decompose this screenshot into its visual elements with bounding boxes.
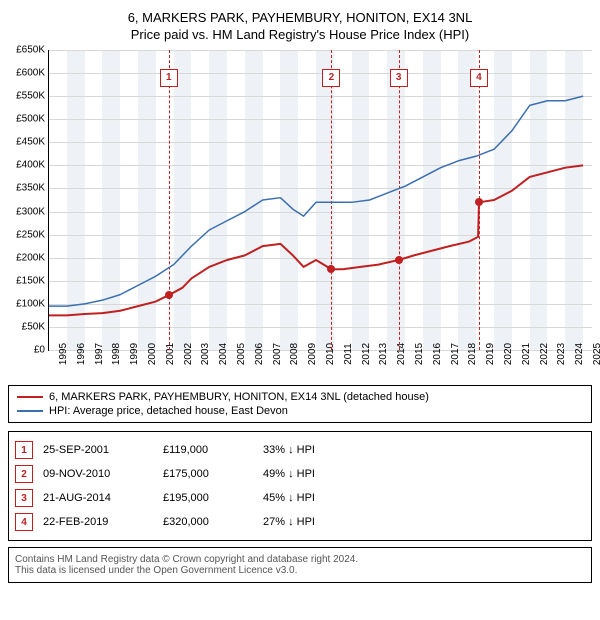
ytick-label: £500K [16,114,45,125]
sale-diff: 27% ↓ HPI [263,516,585,528]
ytick-label: £450K [16,137,45,148]
table-row: 2 09-NOV-2010 £175,000 49% ↓ HPI [15,462,585,486]
page-subtitle: Price paid vs. HM Land Registry's House … [8,27,592,42]
ytick-label: £200K [16,252,45,263]
sale-marker-box: 2 [15,465,33,483]
legend-row: HPI: Average price, detached house, East… [17,404,583,418]
sale-date: 09-NOV-2010 [43,468,153,480]
ytick-label: £350K [16,183,45,194]
sale-diff: 45% ↓ HPI [263,492,585,504]
sales-table: 1 25-SEP-2001 £119,000 33% ↓ HPI 2 09-NOV-201… [8,431,592,541]
page-title: 6, MARKERS PARK, PAYHEMBURY, HONITON, EX… [8,10,592,25]
ytick-label: £150K [16,275,45,286]
footer-line-2: This data is licensed under the Open Gov… [15,565,585,576]
legend-swatch [17,410,43,412]
sale-price: £119,000 [163,444,253,456]
ytick-label: £550K [16,91,45,102]
xtick-label: 2025 [592,343,600,365]
legend: 6, MARKERS PARK, PAYHEMBURY, HONITON, EX… [8,385,592,423]
footer: Contains HM Land Registry data © Crown c… [8,547,592,583]
sale-marker-box: 3 [15,489,33,507]
footer-line-1: Contains HM Land Registry data © Crown c… [15,554,585,565]
chart-plot-area: £0£50K£100K£150K£200K£250K£300K£350K£400… [48,50,592,351]
legend-swatch [17,396,43,398]
ytick-label: £250K [16,229,45,240]
sale-price: £175,000 [163,468,253,480]
sale-date: 25-SEP-2001 [43,444,153,456]
chart-container: £0£50K£100K£150K£200K£250K£300K£350K£400… [8,50,592,351]
sale-date: 22-FEB-2019 [43,516,153,528]
sale-diff: 49% ↓ HPI [263,468,585,480]
ytick-label: £650K [16,45,45,56]
table-row: 4 22-FEB-2019 £320,000 27% ↓ HPI [15,510,585,534]
sale-diff: 33% ↓ HPI [263,444,585,456]
ytick-label: £0 [34,345,45,356]
sale-price: £195,000 [163,492,253,504]
ytick-label: £50K [22,321,45,332]
ytick-label: £300K [16,206,45,217]
table-row: 1 25-SEP-2001 £119,000 33% ↓ HPI [15,438,585,462]
ytick-label: £100K [16,298,45,309]
legend-row: 6, MARKERS PARK, PAYHEMBURY, HONITON, EX… [17,390,583,404]
chart-svg [49,50,592,350]
sale-marker-box: 1 [15,441,33,459]
sale-date: 21-AUG-2014 [43,492,153,504]
series-hpi [49,96,583,306]
sale-price: £320,000 [163,516,253,528]
legend-label: HPI: Average price, detached house, East… [49,405,288,417]
series-price-paid [49,165,583,315]
sale-marker-box: 4 [15,513,33,531]
legend-label: 6, MARKERS PARK, PAYHEMBURY, HONITON, EX… [49,391,429,403]
ytick-label: £600K [16,68,45,79]
ytick-label: £400K [16,160,45,171]
table-row: 3 21-AUG-2014 £195,000 45% ↓ HPI [15,486,585,510]
